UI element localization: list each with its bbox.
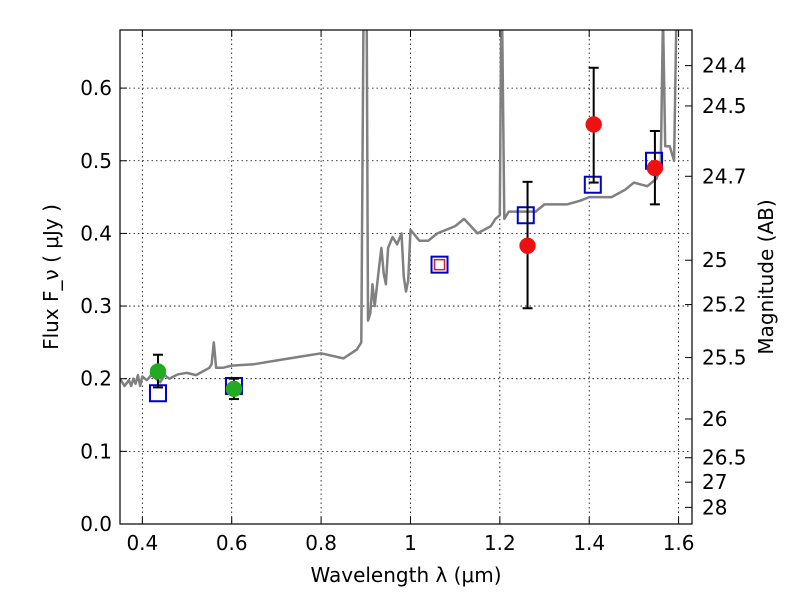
model-flux-square [430,255,449,274]
plot-area [120,30,678,403]
axis-ticks: 0.4 0.6 0.8 1 1.2 1.4 1.6 0.0 0.1 0.2 0.3 0.4 0.5 0.6… [80,30,747,555]
right-axis-label: Magnitude (AB) [754,199,778,354]
y-axis-label: Flux F_ν ( μJy ) [39,204,63,350]
right-tick-label: 26.5 [702,446,747,470]
observed-flux-point [149,363,167,380]
plot-frame [119,29,693,525]
x-tick-label: 1.4 [573,531,605,555]
y-tick-label: 0.5 [80,149,112,173]
model-flux-square [516,206,535,225]
observed-flux-point [225,380,243,398]
right-tick-label: 28 [702,495,727,519]
x-tick-label: 1.6 [663,531,695,555]
right-tick-label: 25 [702,248,727,272]
observed-flux-point [519,237,536,255]
model-flux-square-inner [433,258,446,271]
sed-model-line [120,30,678,388]
y-tick-label: 0.6 [80,76,112,100]
right-tick-label: 25.5 [702,346,747,370]
right-tick-label: 25.2 [702,293,747,317]
y-tick-label: 0.3 [80,294,112,318]
right-tick-label: 27 [702,470,727,494]
observed-flux-point [585,116,602,133]
x-tick-label: 1.2 [484,531,516,555]
right-tick-label: 24.4 [702,54,747,78]
x-tick-label: 0.4 [126,531,158,555]
y-tick-label: 0.2 [80,367,112,391]
x-tick-label: 0.6 [216,531,248,555]
y-tick-label: 0.4 [80,221,112,245]
right-tick-label: 26 [702,407,727,431]
x-axis-label: Wavelength λ (μm) [310,563,501,587]
y-tick-label: 0.1 [80,439,112,463]
grid [120,30,692,525]
right-tick-label: 24.7 [702,164,747,188]
observed-flux-point [646,159,664,177]
y-tick-label: 0.0 [80,512,112,536]
x-tick-label: 1 [404,531,417,555]
x-tick-label: 0.8 [305,531,337,555]
right-tick-label: 24.5 [702,94,747,118]
